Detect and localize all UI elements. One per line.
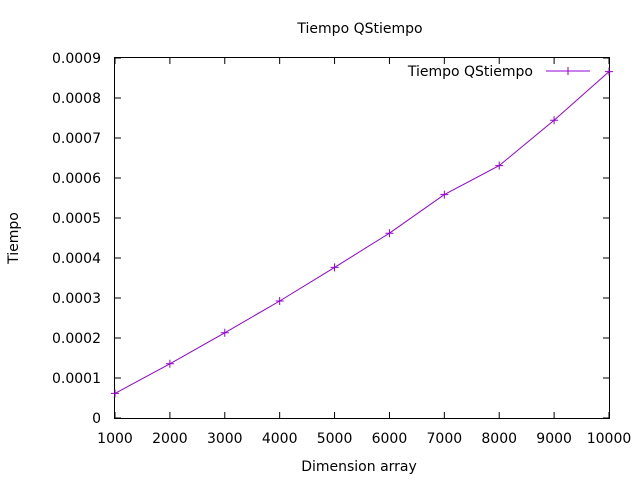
y-tick-label: 0.0006 (52, 171, 101, 187)
x-tick-label: 6000 (372, 431, 408, 447)
x-tick-label: 2000 (152, 431, 188, 447)
y-tick-label: 0.0002 (52, 331, 101, 347)
data-point-marker (385, 229, 394, 238)
data-point-marker (111, 389, 119, 398)
axis-ticks (114, 57, 610, 419)
y-tick-label: 0.0001 (52, 371, 101, 387)
y-tick-label: 0 (92, 411, 101, 427)
y-tick-label: 0.0004 (52, 251, 101, 267)
data-point-marker (220, 328, 229, 337)
y-tick-label: 0.0009 (52, 51, 101, 67)
data-point-marker (440, 190, 449, 199)
y-tick-labels: 0 0.0001 0.0002 0.0003 0.0004 0.0005 0.0006 0.0… (52, 51, 101, 427)
data-point-marker (330, 263, 339, 272)
x-tick-label: 1000 (97, 431, 133, 447)
chart-title: Tiempo QStiempo (296, 21, 422, 37)
data-point-marker (165, 359, 174, 368)
y-axis-label: Tiempo (6, 212, 22, 265)
plot-frame (114, 57, 610, 419)
data-point-marker (550, 116, 559, 125)
y-tick-label: 0.0008 (52, 91, 101, 107)
x-tick-label: 3000 (207, 431, 243, 447)
x-tick-label: 7000 (427, 431, 463, 447)
x-tick-label: 10000 (587, 431, 632, 447)
x-tick-label: 4000 (262, 431, 298, 447)
x-tick-label: 8000 (481, 431, 517, 447)
data-point-marker (275, 297, 284, 305)
x-tick-label: 5000 (317, 431, 353, 447)
legend-label: Tiempo QStiempo (407, 64, 533, 80)
legend-marker (564, 67, 572, 75)
y-tick-label: 0.0005 (52, 211, 101, 227)
x-tick-labels: 1000 2000 3000 4000 5000 6000 7000 8000 9000 1000… (97, 431, 631, 447)
x-axis-label: Dimension array (301, 459, 417, 475)
y-tick-label: 0.0007 (52, 131, 101, 147)
series-line (114, 71, 610, 394)
y-tick-label: 0.0003 (52, 291, 101, 307)
data-point-marker (495, 161, 504, 170)
legend: Tiempo QStiempo (407, 64, 590, 80)
series-group (111, 67, 613, 398)
x-tick-label: 9000 (536, 431, 572, 447)
data-point-marker (605, 67, 613, 76)
